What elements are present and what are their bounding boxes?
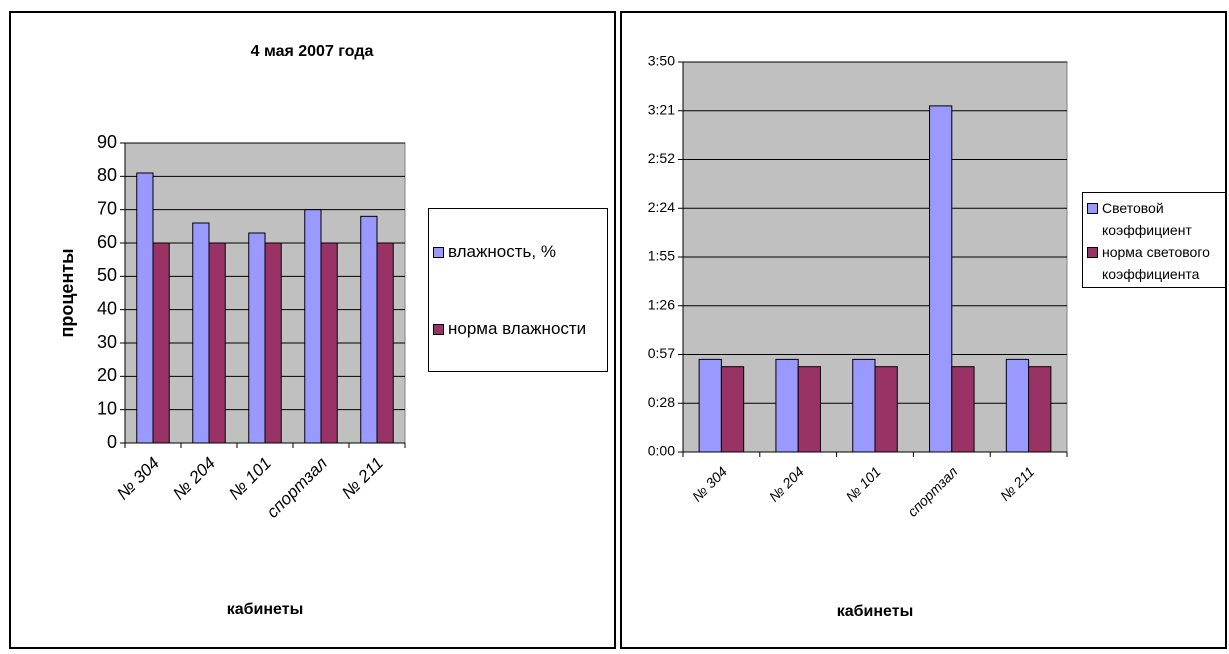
x-tick-label: № 211	[338, 454, 387, 503]
x-tick-label: № 211	[997, 463, 1038, 504]
legend-swatch	[433, 323, 444, 335]
y-tick-label: 80	[97, 165, 117, 185]
x-tick-label: № 204	[766, 463, 807, 504]
bar	[192, 222, 210, 444]
y-tick-label: 90	[97, 132, 117, 152]
legend-swatch	[1087, 203, 1098, 214]
bar	[248, 232, 266, 444]
y-tick-label: 0:00	[648, 443, 675, 459]
legend-label: норма влажности	[448, 318, 587, 338]
y-tick-label: 2:24	[648, 199, 675, 215]
y-tick-label: 1:55	[648, 248, 675, 264]
x-tick-label: № 101	[225, 454, 275, 504]
legend-entry: Световой коэффициент	[1087, 197, 1221, 241]
bar	[929, 105, 953, 453]
bar	[797, 366, 821, 453]
bar	[1028, 366, 1052, 453]
y-tick-label: 40	[97, 298, 117, 318]
legend-entry: норма светового коэффициента	[1087, 241, 1221, 285]
bar	[1005, 358, 1030, 453]
x-tick-label: № 304	[113, 454, 163, 504]
bar	[698, 358, 722, 453]
bar	[208, 242, 226, 444]
y-tick-label: 20	[97, 365, 117, 385]
bar	[320, 242, 338, 444]
y-tick-label: 3:50	[648, 53, 675, 69]
bar	[951, 366, 975, 453]
bar	[874, 366, 898, 453]
x-tick-label: № 304	[689, 463, 730, 504]
legend-label: влажность, %	[448, 241, 556, 261]
y-tick-label: 0:57	[648, 345, 675, 361]
chart-title: 4 мая 2007 года	[251, 43, 374, 60]
bar	[360, 215, 378, 444]
legend: Световой коэффициент норма светового коэф…	[1082, 192, 1226, 288]
y-tick-label: 60	[97, 232, 117, 252]
bar	[775, 358, 799, 453]
y-tick-label: 1:26	[648, 296, 675, 312]
y-tick-label: 0:28	[648, 394, 675, 410]
y-tick-label: 70	[97, 198, 117, 218]
legend-swatch	[433, 246, 444, 258]
bar	[376, 242, 394, 444]
x-tick-label: спортзал	[263, 453, 331, 521]
y-tick-label: 30	[97, 332, 117, 352]
x-axis-title: кабинеты	[227, 601, 303, 618]
x-tick-label: № 204	[169, 454, 219, 504]
legend-swatch	[1087, 247, 1098, 258]
panel	[9, 11, 616, 649]
bar	[304, 209, 322, 444]
y-axis-title: проценты	[57, 249, 77, 338]
legend-entry: норма влажности	[433, 318, 603, 340]
bar	[152, 242, 170, 444]
x-tick-label: № 101	[842, 463, 883, 504]
y-tick-label: 10	[97, 398, 117, 418]
legend: влажность, % норма влажности	[428, 208, 608, 372]
legend-label: Световой коэффициент	[1102, 200, 1192, 238]
bar	[720, 366, 745, 453]
y-tick-label: 50	[97, 265, 117, 285]
bar	[852, 358, 876, 453]
y-tick-label: 3:21	[648, 101, 675, 117]
y-tick-label: 2:52	[648, 150, 675, 166]
x-tick-label: спортзал	[904, 463, 960, 519]
legend-label: норма светового коэффициента	[1102, 244, 1210, 282]
panel	[620, 11, 1227, 649]
bar	[264, 242, 282, 444]
bar	[136, 172, 154, 444]
x-axis-title: кабинеты	[837, 603, 913, 620]
y-tick-label: 0	[107, 432, 117, 452]
legend-entry: влажность, %	[433, 241, 603, 263]
